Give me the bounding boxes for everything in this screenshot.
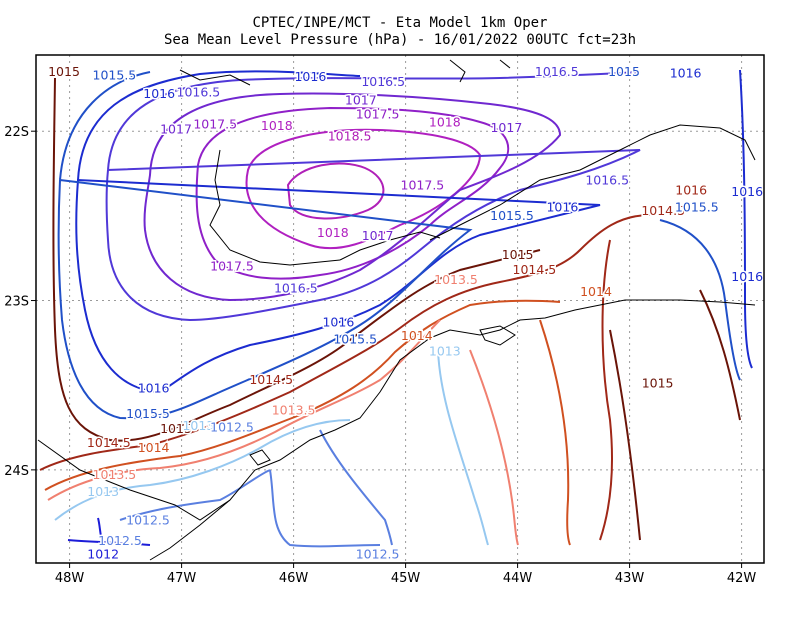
contour-label: 1012.5: [98, 533, 142, 548]
contour-label: 1012.5: [126, 513, 170, 528]
coastline-main: [37, 299, 756, 521]
contour-label: 1015.5: [490, 208, 534, 223]
isobar-1016-5: [105, 71, 641, 322]
contour-label: 1015.5: [126, 406, 170, 421]
contour-label: 1013: [182, 418, 214, 433]
isobar-1013: [54, 349, 489, 546]
contour-label: 1016: [546, 199, 578, 214]
north-border: [179, 59, 511, 86]
contour-label: 1016.5: [177, 84, 221, 99]
contour-label: 1013: [429, 343, 461, 358]
contour-label: 1018: [261, 118, 293, 133]
plot-frame: [35, 54, 765, 564]
chart-subtitle: Sea Mean Level Pressure (hPa) - 16/01/20…: [164, 32, 636, 48]
contour-label: 1016: [322, 315, 354, 330]
contour-label: 1016: [138, 381, 170, 396]
isobar-contours: [39, 69, 753, 548]
contour-label: 1017.5: [193, 116, 237, 131]
contour-label: 1015: [160, 421, 192, 436]
coastline: [37, 59, 756, 561]
contour-label: 1014.5: [641, 203, 685, 218]
contour-label: 1012.5: [356, 547, 400, 562]
contour-label: 1015: [642, 376, 674, 391]
contour-label: 1018: [429, 115, 461, 130]
isobar-1014: [44, 299, 571, 546]
coastline-east: [429, 124, 756, 241]
x-tick-label: 44W: [503, 571, 533, 586]
contour-label: 1013.5: [272, 403, 316, 418]
isobar-1017: [143, 92, 562, 302]
contour-label: 1016.5: [585, 172, 629, 187]
contour-label: 1017.5: [401, 177, 445, 192]
x-axis-ticks: 48W 47W 46W 45W 44W 43W 42W: [55, 563, 757, 586]
state-border-2: [339, 231, 441, 261]
contour-label: 1012: [87, 547, 119, 562]
contour-label: 1015: [608, 64, 640, 79]
x-tick-label: 47W: [167, 571, 197, 586]
isobar-1018: [245, 128, 482, 250]
x-tick-label: 48W: [55, 571, 85, 586]
x-tick-label: 45W: [391, 571, 421, 586]
contour-label: 1014: [401, 328, 433, 343]
y-tick-label: 23S: [4, 295, 29, 310]
contour-label: 1012.5: [210, 420, 254, 435]
contour-label: 1016.5: [535, 64, 579, 79]
contour-label: 1016: [294, 69, 326, 84]
y-tick-label: 24S: [4, 464, 29, 479]
isobar-1012-5: [119, 429, 393, 548]
contour-label: 1015.5: [93, 67, 137, 82]
contour-label: 1017.5: [356, 106, 400, 121]
isobar-1014-5: [39, 214, 651, 541]
contour-label: 1015: [48, 64, 80, 79]
chart-title: CPTEC/INPE/MCT - Eta Model 1km Oper: [252, 15, 547, 31]
coastline-bottom: [149, 499, 231, 561]
contour-label: 1014.5: [249, 372, 293, 387]
contour-label: 1016.5: [361, 74, 405, 89]
contour-label: 1013.5: [93, 467, 137, 482]
y-tick-label: 22S: [4, 125, 29, 140]
y-axis-ticks: 22S 23S 24S: [4, 125, 36, 479]
contour-label: 1014: [580, 284, 612, 299]
contour-label: 1015: [502, 247, 534, 262]
contour-label: 1014.5: [513, 262, 557, 277]
contour-label: 1016: [731, 269, 763, 284]
contour-label: 1015.5: [333, 331, 377, 346]
isobar-1018-5: [286, 162, 385, 220]
contour-label: 1013: [87, 484, 119, 499]
contour-label: 1017: [345, 93, 377, 108]
island-2: [249, 449, 271, 466]
contour-label: 1013.5: [434, 272, 478, 287]
contour-label: 1018.5: [328, 128, 372, 143]
state-border: [209, 149, 341, 266]
contour-label: 1017: [490, 120, 522, 135]
contour-label: 1017.5: [210, 259, 254, 274]
contour-label: 1016: [675, 182, 707, 197]
isobar-1015: [52, 77, 741, 541]
contour-label: 1014.5: [87, 435, 131, 450]
x-tick-label: 42W: [727, 571, 757, 586]
contour-label: 1018: [317, 225, 349, 240]
contour-label: 1016.5: [274, 281, 318, 296]
contour-label: 1017: [160, 122, 192, 137]
contour-label: 1017: [362, 228, 394, 243]
contour-label: 1016: [670, 66, 702, 81]
gridlines: [36, 55, 764, 563]
contour-label: 1016: [143, 86, 175, 101]
isobar-1017-5: [195, 106, 510, 280]
contour-label: 1015.5: [675, 199, 719, 214]
isobar-1016: [75, 69, 753, 394]
isobar-1015-5: [57, 71, 741, 420]
isobar-1012: [67, 517, 151, 546]
contour-label: 1014: [138, 440, 170, 455]
x-tick-label: 46W: [279, 571, 309, 586]
x-tick-label: 43W: [615, 571, 645, 586]
contour-label: 1016: [731, 184, 763, 199]
island: [479, 325, 516, 346]
